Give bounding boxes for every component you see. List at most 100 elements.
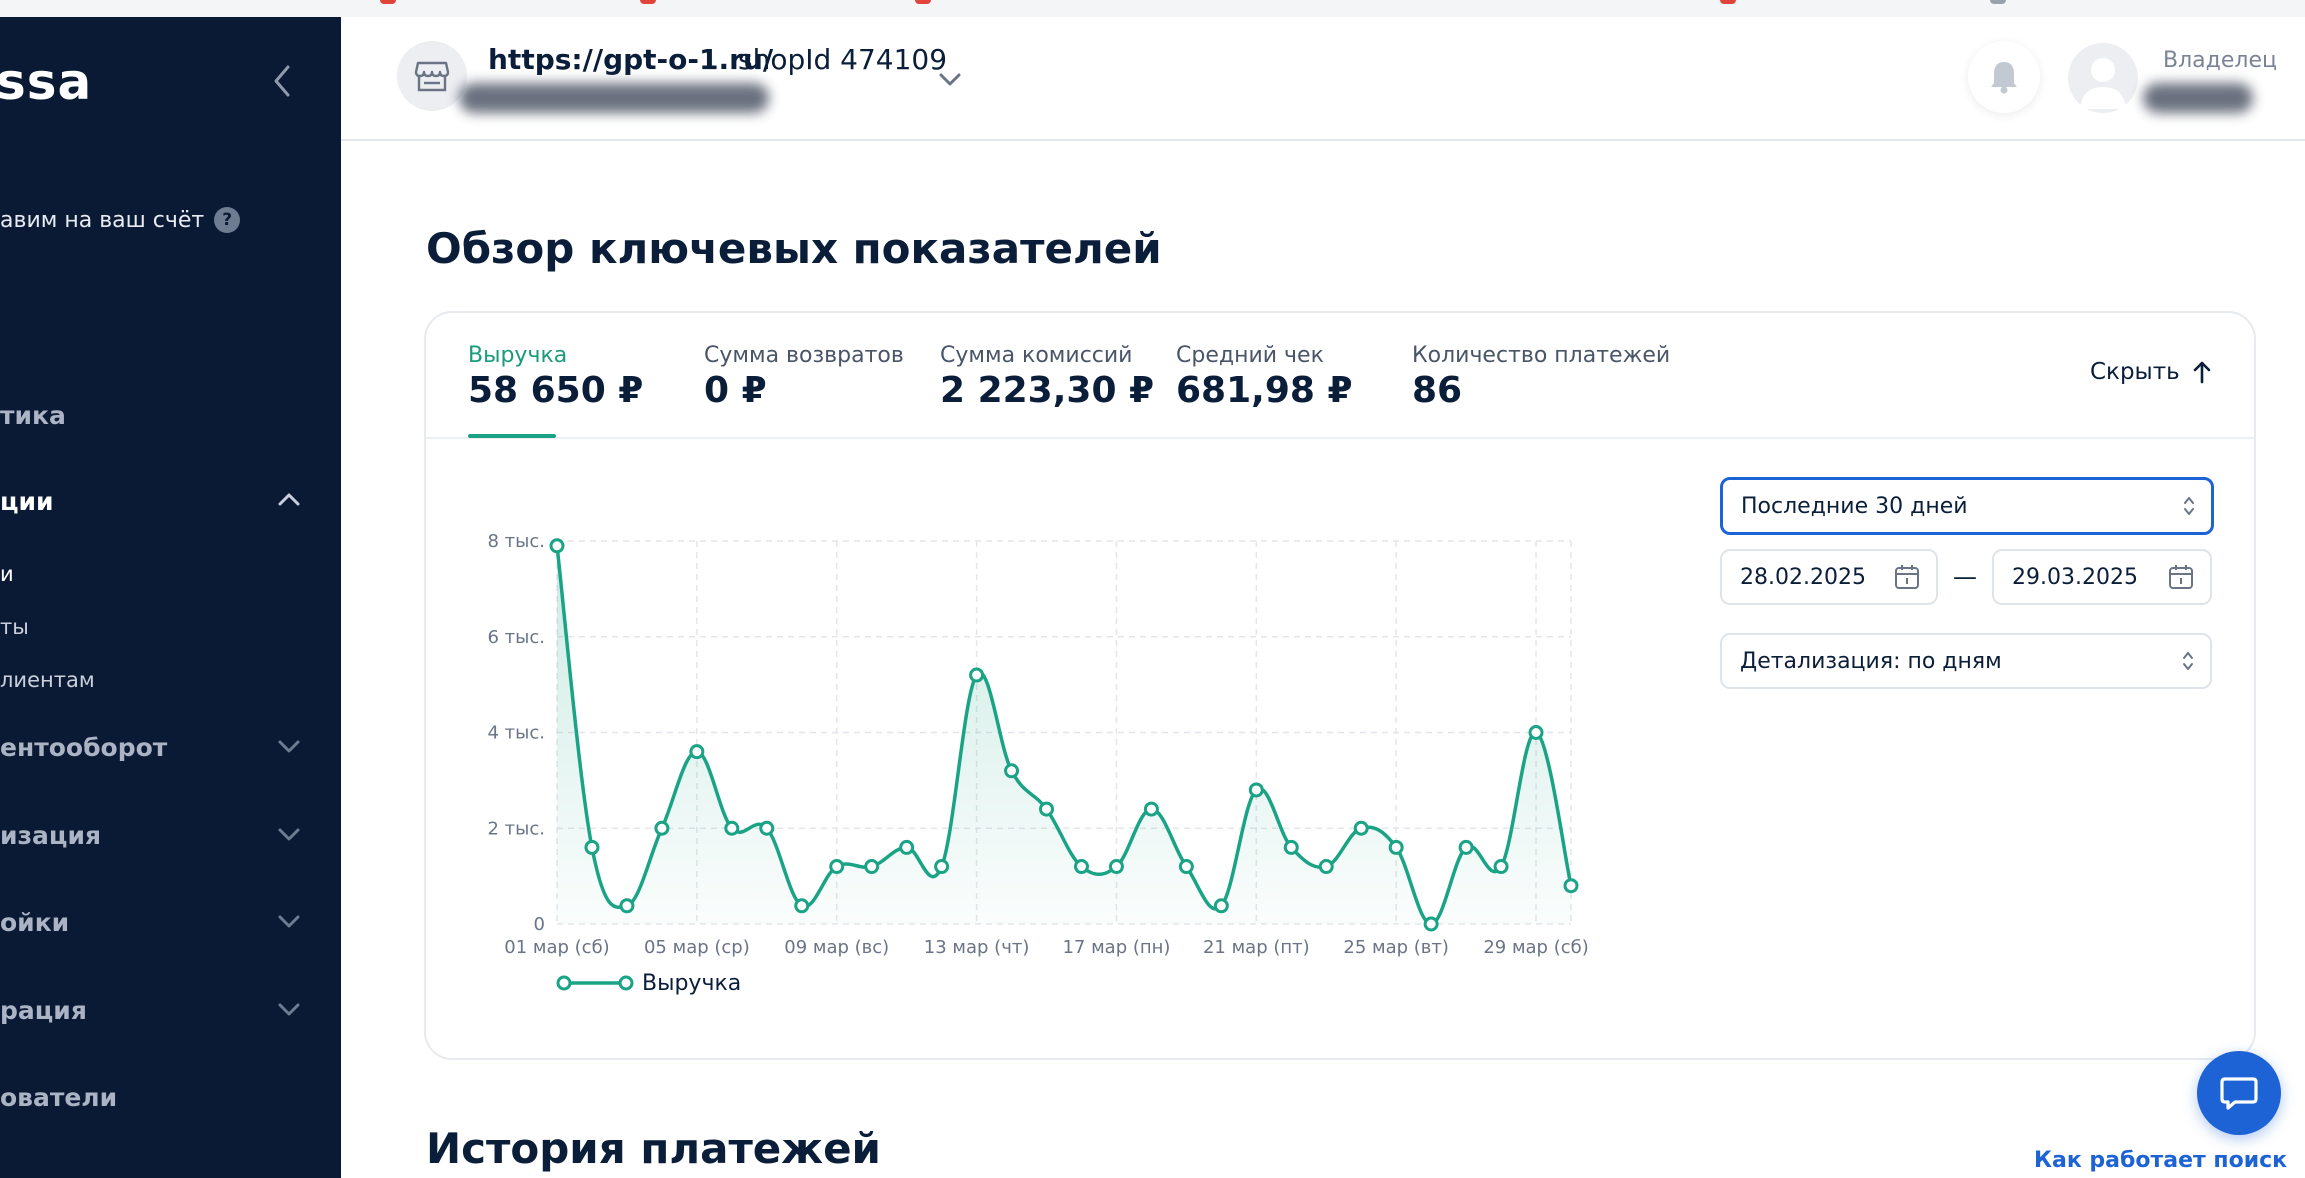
data-point[interactable] [969, 667, 985, 683]
data-point[interactable] [654, 820, 670, 836]
data-point[interactable] [1493, 859, 1509, 875]
kpi-value: 681,98 ₽ [1176, 370, 1353, 411]
legend-marker [556, 975, 572, 991]
chevron-down-icon[interactable] [278, 739, 300, 753]
kpi-tab-commissions[interactable]: Сумма комиссий 2 223,30 ₽ [940, 343, 1154, 411]
sidebar-subitem-payments[interactable]: и [0, 562, 14, 586]
data-point[interactable] [1143, 801, 1159, 817]
data-point[interactable] [1073, 859, 1089, 875]
revenue-chart: 0 2 тыс. 4 тыс. 6 тыс. 8 тыс. 01 мар (сб) 05 м… [488, 531, 1589, 996]
chat-icon [2220, 1077, 2258, 1110]
data-point[interactable] [1423, 916, 1439, 932]
data-point[interactable] [1213, 898, 1229, 914]
chevron-up-icon[interactable] [278, 492, 300, 506]
kpi-label: Сумма комиссий [940, 343, 1133, 368]
data-point[interactable] [619, 898, 635, 914]
data-point[interactable] [759, 820, 775, 836]
kpi-value: 2 223,30 ₽ [940, 370, 1155, 411]
browser-top-strip [0, 0, 2305, 18]
date-to-field[interactable]: 29.03.2025 [1992, 549, 2212, 605]
data-point[interactable] [1388, 839, 1404, 855]
user-avatar[interactable] [2068, 43, 2138, 113]
hide-chart-button[interactable]: Скрыть [2090, 359, 2212, 385]
bell-icon [1991, 62, 2017, 94]
data-point[interactable] [1283, 839, 1299, 855]
sidebar: ssa авим на ваш счёт ? тика ции и ты лие… [0, 17, 341, 1178]
tab-indicator [1990, 0, 2006, 4]
kpi-value: 86 [1412, 370, 1463, 411]
sidebar-item-organization[interactable]: изация [0, 821, 102, 850]
date-range-separator: — [1953, 563, 1977, 591]
notifications-button[interactable] [1968, 41, 2040, 113]
data-point[interactable] [1108, 859, 1124, 875]
calendar-icon[interactable] [2168, 564, 2194, 590]
select-arrows-icon [2184, 497, 2194, 515]
active-tab-indicator [468, 434, 556, 438]
brand-logo[interactable]: ssa [0, 53, 93, 111]
calendar-icon[interactable] [1894, 564, 1920, 590]
data-point[interactable] [934, 859, 950, 875]
y-tick-label: 2 тыс. [488, 818, 546, 839]
help-icon[interactable]: ? [214, 207, 241, 233]
shop-url[interactable]: https://gpt-o-1.ru/ [488, 43, 774, 76]
data-point[interactable] [689, 744, 705, 760]
user-role: Владелец [2163, 48, 2277, 73]
support-chat-button[interactable] [2197, 1051, 2281, 1135]
shop-avatar[interactable] [397, 41, 467, 111]
data-point[interactable] [724, 820, 740, 836]
date-from-field[interactable]: 28.02.2025 [1720, 549, 1938, 605]
period-select[interactable]: Последние 30 дней [1720, 477, 2214, 535]
data-point[interactable] [1353, 820, 1369, 836]
data-point[interactable] [1178, 859, 1194, 875]
data-point[interactable] [1004, 763, 1020, 779]
data-point[interactable] [1248, 782, 1264, 798]
promo-banner[interactable]: авим на ваш счёт ? [0, 207, 241, 233]
sidebar-item-users[interactable]: ователи [0, 1083, 118, 1112]
sidebar-item-analytics[interactable]: тика [0, 401, 66, 430]
chevron-down-icon[interactable] [278, 827, 300, 841]
sidebar-subitem-client-payouts[interactable]: лиентам [0, 668, 95, 692]
data-point[interactable] [1039, 801, 1055, 817]
sidebar-item-document-flow[interactable]: ентооборот [0, 733, 168, 762]
data-point[interactable] [1563, 878, 1579, 894]
x-tick-label: 13 мар (чт) [924, 937, 1030, 958]
hide-label: Скрыть [2090, 359, 2180, 385]
kpi-tab-refunds[interactable]: Сумма возвратов 0 ₽ [704, 343, 904, 411]
x-tick-label: 01 мар (сб) [504, 937, 609, 958]
redacted-user-name [2143, 83, 2253, 113]
user-icon [2080, 58, 2126, 109]
data-point[interactable] [1318, 859, 1334, 875]
chevron-down-icon[interactable] [278, 914, 300, 928]
collapse-sidebar-icon[interactable] [268, 61, 296, 101]
redacted-shop-name [459, 83, 769, 113]
data-point[interactable] [794, 898, 810, 914]
tab-indicator [380, 0, 396, 4]
data-point[interactable] [1528, 725, 1544, 740]
select-arrows-icon [2183, 652, 2193, 670]
data-point[interactable] [549, 538, 565, 554]
chevron-down-icon[interactable] [939, 72, 961, 86]
data-point[interactable] [1458, 839, 1474, 855]
sidebar-subitem-refunds[interactable]: ты [0, 615, 29, 639]
revenue-area [557, 545, 1571, 924]
sidebar-item-settings[interactable]: ойки [0, 908, 70, 937]
data-point[interactable] [864, 859, 880, 875]
data-point[interactable] [584, 839, 600, 855]
chevron-down-icon[interactable] [278, 1002, 300, 1016]
x-tick-label: 05 мар (ср) [644, 937, 750, 958]
x-tick-label: 21 мар (пт) [1203, 937, 1310, 958]
promo-text: авим на ваш счёт [0, 207, 205, 233]
kpi-tab-average-check[interactable]: Средний чек 681,98 ₽ [1176, 343, 1353, 411]
data-point[interactable] [829, 859, 845, 875]
kpi-tab-revenue[interactable]: Выручка 58 650 ₽ [468, 343, 643, 411]
detail-select-value: Детализация: по дням [1740, 648, 2002, 674]
kpi-tab-payments-count[interactable]: Количество платежей 86 [1412, 343, 1670, 411]
search-help-link[interactable]: Как работает поиск [2034, 1148, 2288, 1173]
period-select-value: Последние 30 дней [1741, 493, 1968, 519]
top-header: https://gpt-o-1.ru/ shopId 474109 Владел… [341, 17, 2305, 141]
data-point[interactable] [899, 839, 915, 855]
sidebar-item-integration[interactable]: рация [0, 996, 87, 1025]
sidebar-item-operations[interactable]: ции [0, 487, 54, 516]
detail-select[interactable]: Детализация: по дням [1720, 633, 2212, 689]
kpi-label: Сумма возвратов [704, 343, 904, 368]
